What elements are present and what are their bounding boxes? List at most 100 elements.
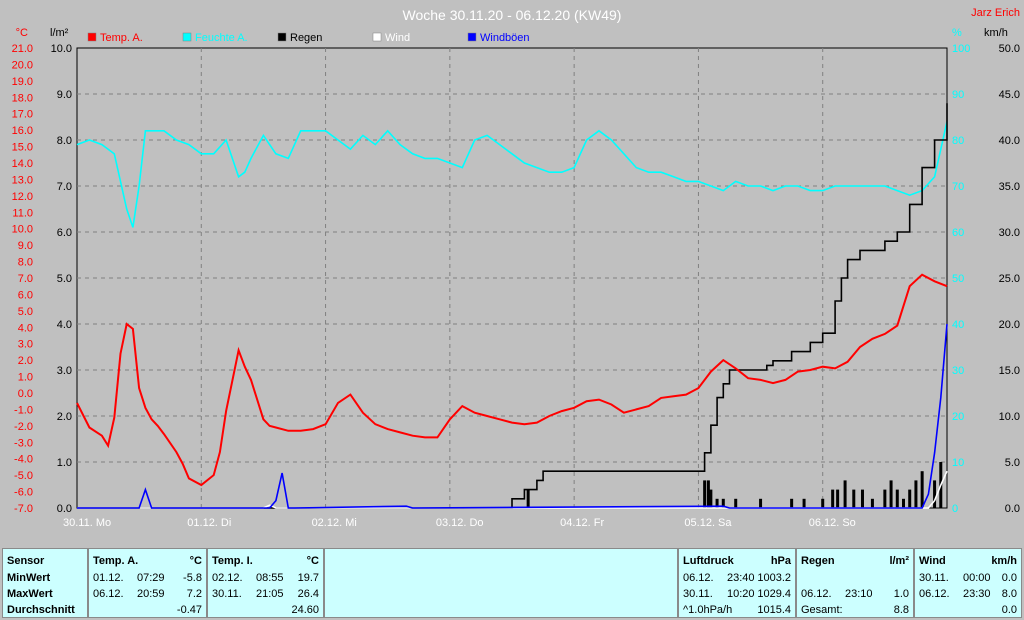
- rain-unit-label: l/m²: [50, 27, 69, 39]
- rain-bar: [843, 480, 847, 508]
- table-row: 02.12. 08:55 19.7: [212, 572, 319, 588]
- table-row: [801, 572, 909, 588]
- rain-bar: [802, 498, 806, 508]
- temp-tick-label: 4.0: [18, 322, 33, 334]
- x-tick-label: 30.11. Mo: [63, 517, 111, 529]
- humidity-tick-label: 10: [952, 457, 964, 469]
- cell-value: 19.7: [297, 572, 319, 584]
- cell-date: 06.12.: [801, 588, 832, 600]
- cell-date: 06.12.: [93, 588, 124, 600]
- table-row: 30.11. 00:00 0.0: [919, 572, 1017, 588]
- temp-tick-label: 17.0: [12, 109, 33, 121]
- temp-unit-label: °C: [16, 27, 28, 39]
- legend-label: Regen: [290, 32, 322, 44]
- table-row: ^1.0hPa/h 1015.4: [683, 604, 791, 620]
- temp-tick-label: -1.0: [14, 404, 33, 416]
- rain-tick-label: 7.0: [57, 181, 72, 193]
- column-title: Regen: [801, 555, 835, 567]
- series-windböen-line: [77, 323, 948, 509]
- humidity-tick-label: 90: [952, 89, 964, 101]
- legend-swatch: [182, 32, 192, 42]
- table-row: -0.47: [93, 604, 202, 620]
- sensor-column: Sensor MinWert MaxWert Durchschnitt: [2, 548, 88, 618]
- cell-date: 02.12.: [212, 572, 243, 584]
- rain-bar: [895, 489, 899, 508]
- humidity-tick-label: 0: [952, 503, 958, 515]
- rain-bar: [908, 489, 912, 508]
- series-temp-a-line: [76, 273, 948, 487]
- temp-tick-label: 13.0: [12, 174, 33, 186]
- table-row: 01.12. 07:29 -5.8: [93, 572, 202, 588]
- wind-tick-label: 25.0: [999, 273, 1020, 285]
- regen-header: Regen l/m²: [801, 555, 909, 571]
- temp-tick-label: 6.0: [18, 289, 33, 301]
- temp-tick-label: 2.0: [18, 355, 33, 367]
- wind-tick-label: 50.0: [999, 43, 1020, 55]
- cell-time: 23:10: [845, 588, 873, 600]
- cell-value: 0.0: [1001, 604, 1017, 616]
- legend-label: Windböen: [480, 32, 530, 44]
- axis-labels: 21.0 20.0 19.0 18.0 17.0 16.0 15.0 14.0 13.0 12.0…: [12, 27, 1020, 529]
- table-row: 24.60: [212, 604, 319, 620]
- rain-bar: [526, 489, 530, 508]
- temp-a-header: Temp. A. °C: [93, 555, 202, 571]
- rain-bar: [889, 480, 893, 508]
- column-unit: l/m²: [889, 555, 909, 567]
- rain-bar: [836, 489, 840, 508]
- cell-value: 1003.2: [757, 572, 791, 584]
- wind-unit-label: km/h: [984, 27, 1008, 39]
- temp-tick-label: 5.0: [18, 306, 33, 318]
- cell-value: -0.47: [176, 604, 202, 616]
- temp-i-header: Temp. I. °C: [212, 555, 319, 571]
- humidity-unit-label: %: [952, 27, 962, 39]
- table-row: 06.12. 23:30 8.0: [919, 588, 1017, 604]
- cell-value: 8.0: [1001, 588, 1017, 600]
- wind-tick-label: 20.0: [999, 319, 1020, 331]
- cell-value: 1029.4: [757, 588, 791, 600]
- statistics-panel: Sensor MinWert MaxWert Durchschnitt Temp…: [0, 544, 1024, 618]
- temp-tick-label: 18.0: [12, 92, 33, 104]
- humidity-tick-label: 60: [952, 227, 964, 239]
- cell-value: 7.2: [186, 588, 202, 600]
- rain-bar: [734, 498, 738, 508]
- grid: [77, 48, 947, 508]
- humidity-tick-label: 40: [952, 319, 964, 331]
- luftdruck-column: Luftdruck hPa 06.12. 23:40 1003.2 30.11. 10:20…: [678, 548, 796, 618]
- humidity-tick-label: 100: [952, 43, 970, 55]
- temp-tick-label: 10.0: [12, 224, 33, 236]
- x-tick-label: 06.12. So: [809, 517, 856, 529]
- legend-label: Feuchte A.: [195, 32, 248, 44]
- chart-title: Woche 30.11.20 - 06.12.20 (KW49): [403, 7, 622, 23]
- temp-tick-label: -5.0: [14, 470, 33, 482]
- cell-time: 00:00: [963, 572, 991, 584]
- cell-date: 30.11.: [212, 588, 242, 600]
- rain-tick-label: 2.0: [57, 411, 72, 423]
- column-unit: °C: [306, 555, 319, 567]
- humidity-tick-label: 20: [952, 411, 964, 423]
- temp-tick-label: 12.0: [12, 191, 33, 203]
- rain-tick-label: 4.0: [57, 319, 72, 331]
- rain-bar: [883, 489, 887, 508]
- legend-swatch: [277, 32, 287, 42]
- cell-value: 0.0: [1001, 572, 1017, 584]
- legend-swatch: [372, 32, 382, 42]
- rain-bar: [933, 480, 937, 508]
- series-feuchte-a-line: [76, 121, 948, 228]
- column-unit: hPa: [770, 555, 791, 567]
- temp-tick-label: -3.0: [14, 437, 33, 449]
- temp-tick-label: 3.0: [18, 339, 33, 351]
- table-row: 0.0: [919, 604, 1017, 620]
- column-title: Luftdruck: [683, 555, 734, 567]
- cell-date: ^1.0hPa/h: [683, 604, 733, 616]
- cell-date: 01.12.: [93, 572, 124, 584]
- rain-bar: [703, 480, 707, 508]
- cell-value: 1015.4: [757, 604, 791, 616]
- rain-bar: [759, 498, 763, 508]
- empty-column: [324, 548, 678, 618]
- table-row: 06.12. 20:59 7.2: [93, 588, 202, 604]
- rain-bar: [852, 489, 856, 508]
- rain-tick-label: 6.0: [57, 227, 72, 239]
- wind-column: Wind km/h 30.11. 00:00 0.0 06.12. 23:30 8.0 0.0: [914, 548, 1022, 618]
- table-row: 06.12. 23:40 1003.2: [683, 572, 791, 588]
- wind-tick-label: 0.0: [1005, 503, 1020, 515]
